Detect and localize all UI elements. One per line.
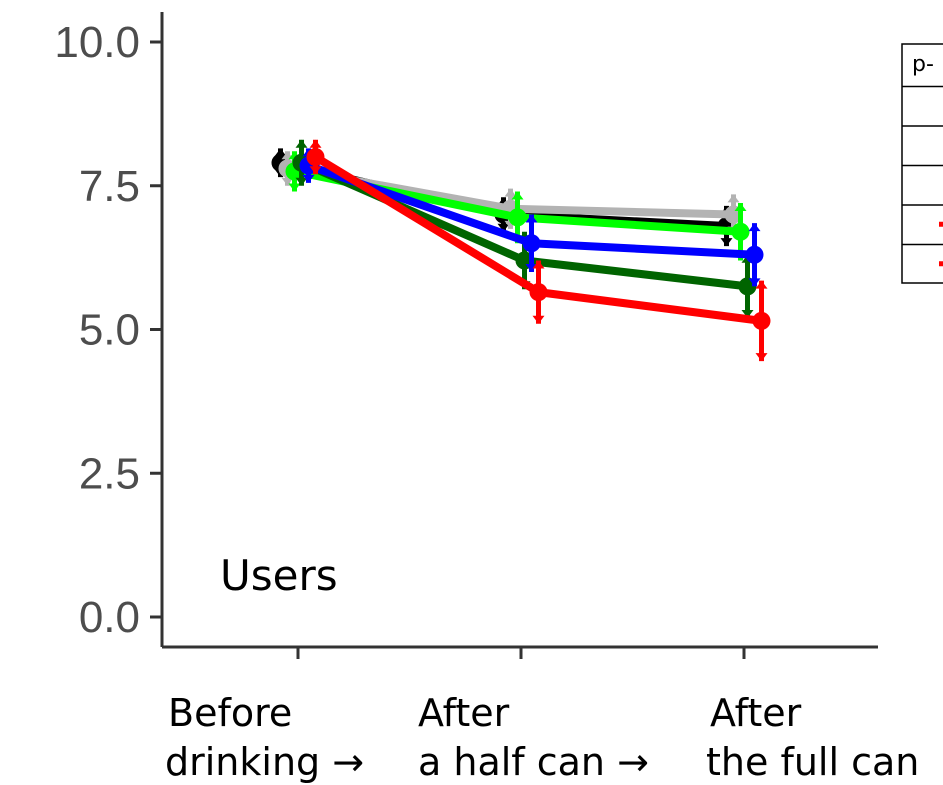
x-category-label-line2: the full can bbox=[706, 740, 919, 784]
error-cap-top bbox=[734, 203, 747, 211]
x-category-label-line1: After bbox=[710, 691, 802, 735]
data-point bbox=[745, 245, 764, 264]
error-cap-bottom bbox=[748, 278, 761, 287]
error-cap-bottom bbox=[302, 174, 315, 183]
error-cap-bottom bbox=[309, 166, 322, 175]
data-point bbox=[731, 222, 750, 241]
x-category-label-line2: drinking → bbox=[165, 740, 364, 784]
legend-table-marker bbox=[939, 261, 943, 267]
error-cap-bottom bbox=[288, 183, 301, 192]
error-cap-top bbox=[511, 191, 524, 200]
error-cap-bottom bbox=[755, 353, 768, 362]
error-cap-top bbox=[755, 280, 768, 289]
y-tick-label: 0.0 bbox=[79, 593, 140, 642]
x-ticks bbox=[296, 647, 746, 659]
error-cap-top bbox=[295, 139, 308, 148]
y-tick-label: 10.0 bbox=[54, 18, 140, 67]
legend-table-border bbox=[901, 43, 943, 284]
y-tick-label: 2.5 bbox=[79, 449, 140, 498]
series-layer bbox=[271, 139, 771, 362]
x-category-label-line2: a half can → bbox=[418, 740, 649, 784]
x-category-label-line1: After bbox=[418, 691, 510, 735]
error-cap-top bbox=[525, 214, 538, 223]
data-point bbox=[508, 208, 527, 227]
error-cap-top bbox=[727, 194, 740, 203]
data-point bbox=[306, 148, 325, 166]
error-cap-top bbox=[748, 223, 761, 232]
x-category-label-line1: Before bbox=[168, 691, 292, 735]
y-tick-label: 7.5 bbox=[79, 162, 140, 211]
data-point bbox=[752, 311, 771, 330]
series bbox=[285, 151, 750, 261]
error-cap-top bbox=[532, 260, 545, 269]
error-cap-top bbox=[504, 188, 517, 197]
legend-table-header: p- bbox=[912, 52, 934, 77]
users-annotation: Users bbox=[220, 551, 338, 600]
error-cap-bottom bbox=[741, 310, 754, 318]
error-cap-bottom bbox=[295, 177, 308, 186]
x-category-labels: Before drinking → After a half can → After th… bbox=[165, 691, 919, 784]
error-cap-bottom bbox=[281, 177, 294, 186]
data-point bbox=[522, 234, 541, 253]
error-cap-bottom bbox=[497, 223, 510, 232]
error-cap-bottom bbox=[720, 238, 733, 247]
error-cap-bottom bbox=[532, 315, 545, 324]
series bbox=[306, 139, 771, 362]
error-cap-top bbox=[309, 139, 322, 148]
legend-table-marker bbox=[939, 221, 943, 227]
y-ticks: 0.0 2.5 5.0 7.5 10.0 bbox=[54, 18, 162, 642]
data-point bbox=[529, 283, 548, 302]
y-tick-label: 5.0 bbox=[79, 306, 140, 355]
legend-table: p- bbox=[901, 43, 943, 284]
